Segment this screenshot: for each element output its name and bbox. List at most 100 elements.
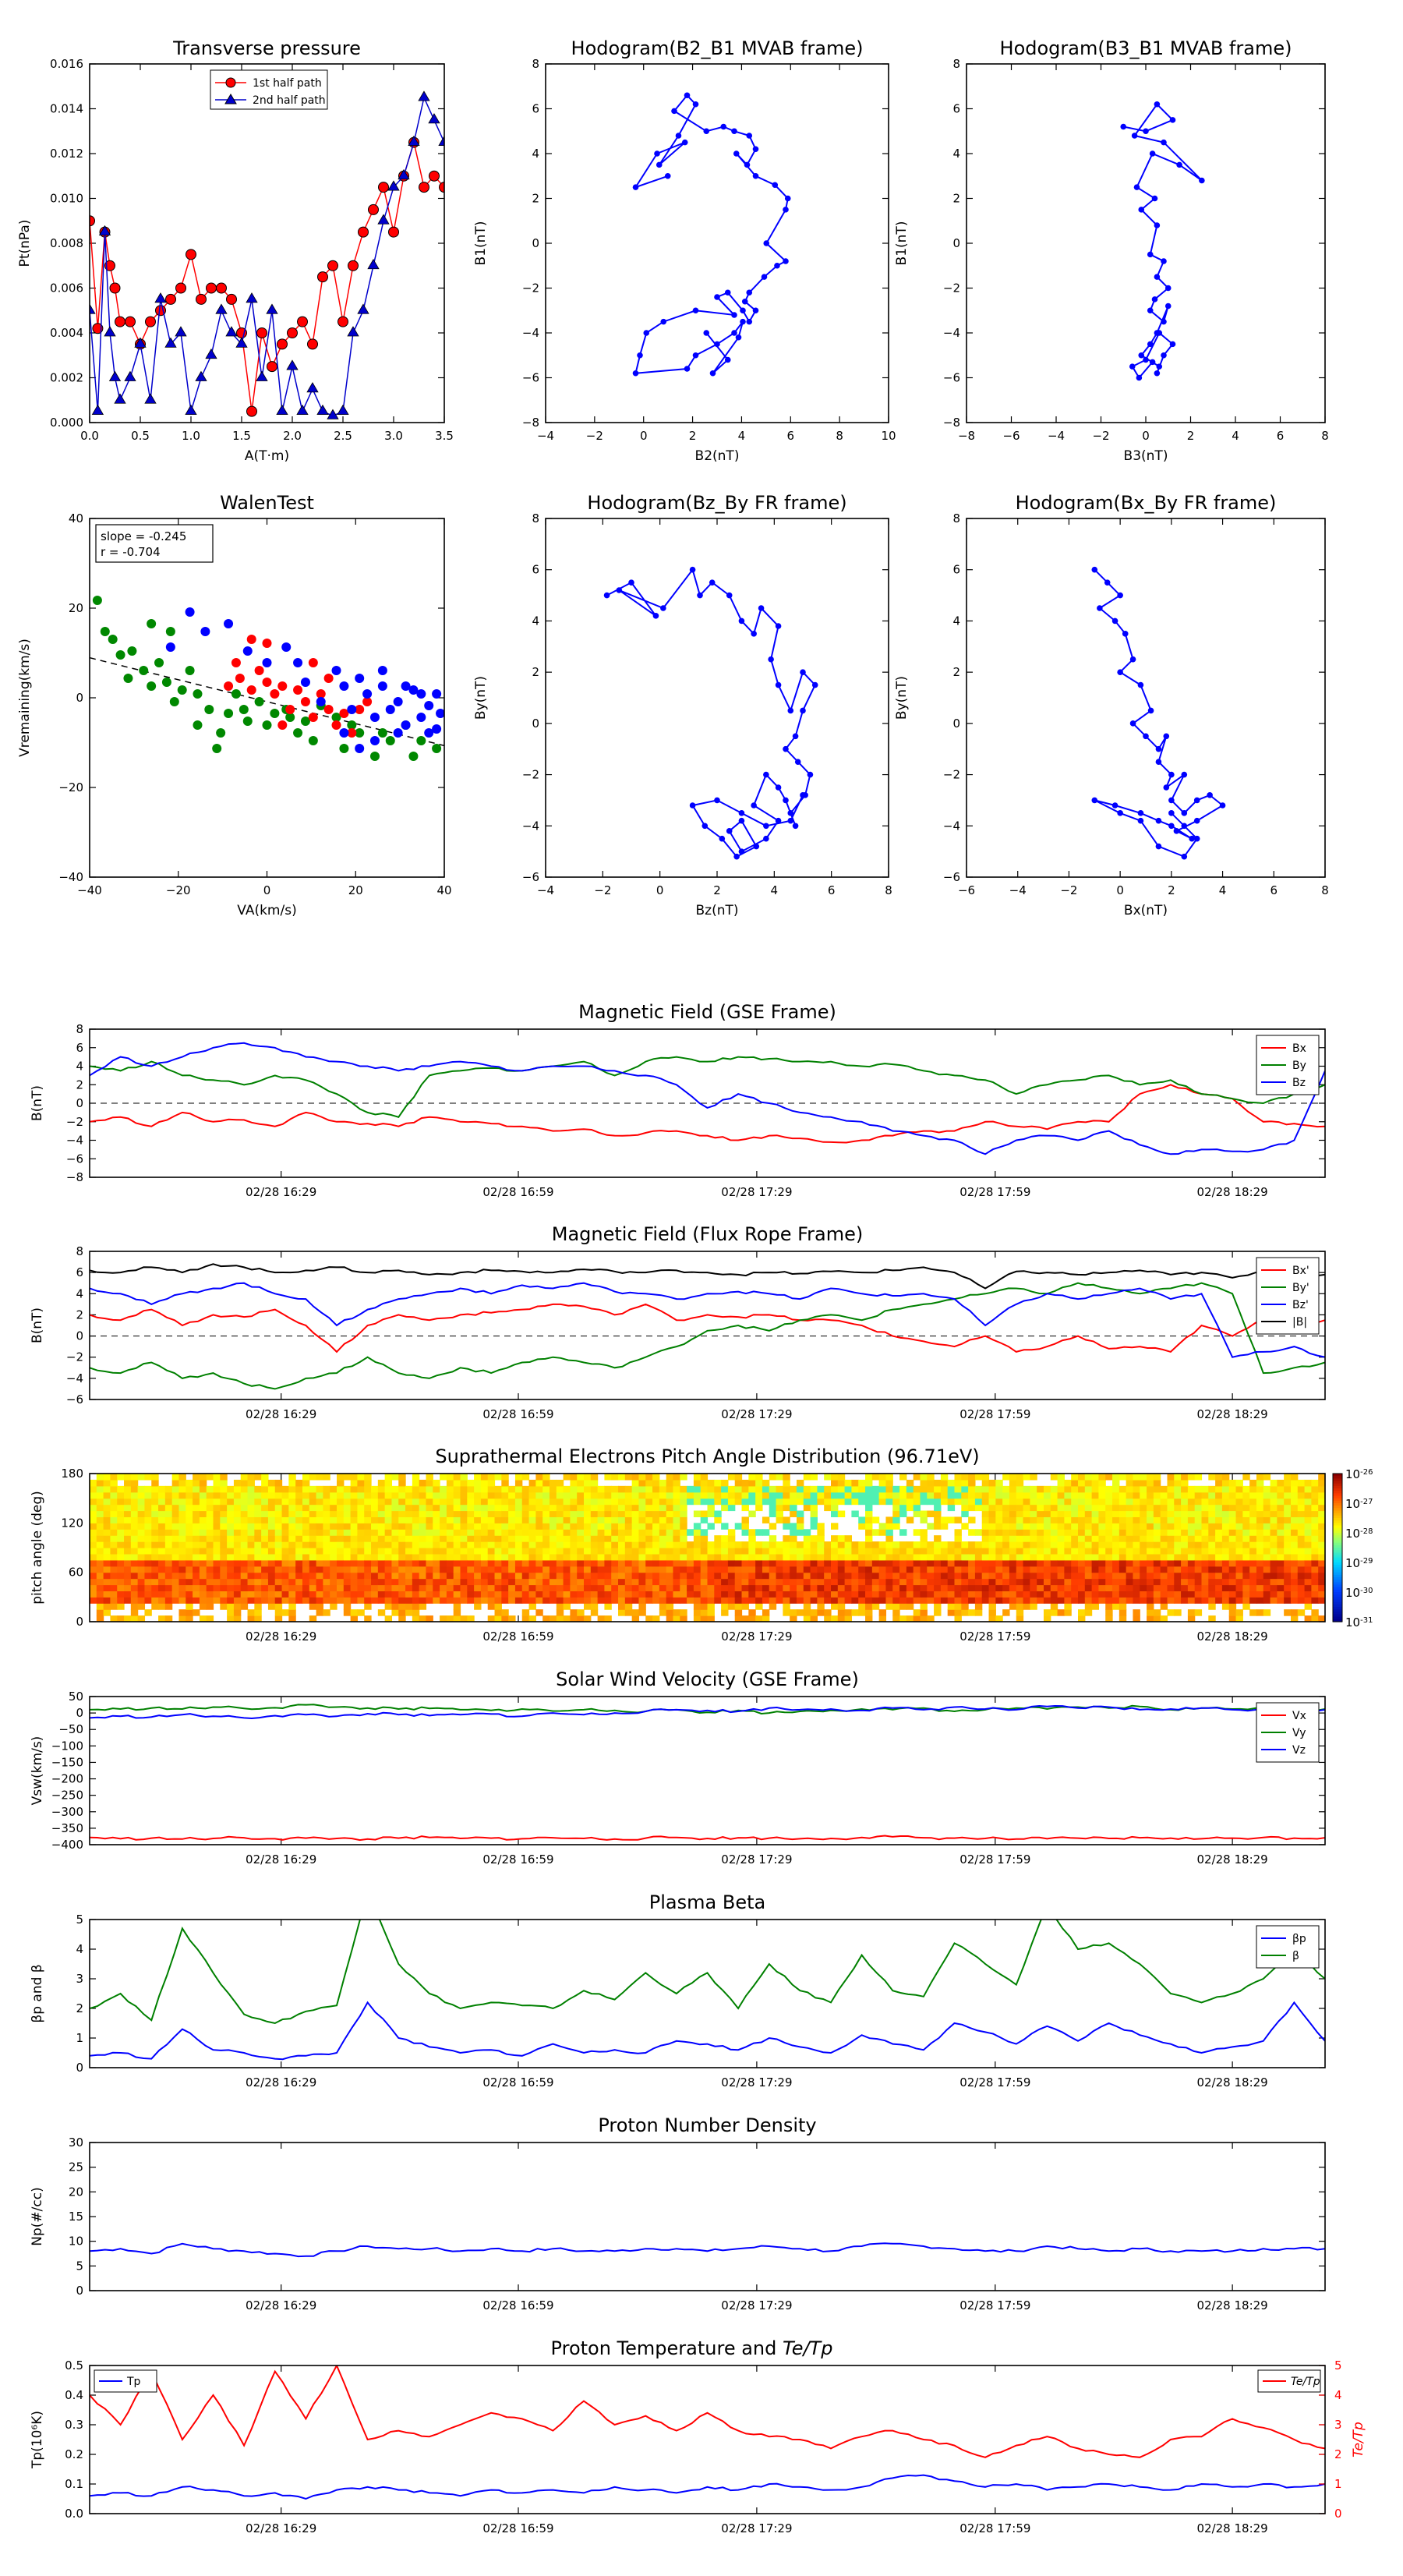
heatmap-cell [1235,1566,1243,1573]
walen-test-plot-area [90,596,444,761]
heatmap-cell [521,1572,530,1580]
heatmap-cell [727,1603,736,1610]
heatmap-cell [213,1516,221,1523]
heatmap-cell [631,1572,640,1580]
colorbar-tick-label: 10-29 [1345,1556,1373,1570]
heatmap-cell [899,1504,907,1512]
heatmap-cell [193,1584,200,1592]
heatmap-cell [261,1548,269,1555]
solar-wind-velocity-y-tick-label: −250 [51,1789,83,1803]
heatmap-cell [618,1491,626,1499]
dot-marker [763,835,769,842]
heatmap-cell [659,1603,667,1610]
plot-frame [545,63,889,423]
heatmap-cell [528,1479,536,1487]
heatmap-cell [652,1485,660,1493]
heatmap-cell [590,1529,599,1536]
heatmap-cell [171,1523,180,1530]
heatmap-cell [974,1603,983,1610]
heatmap-cell [494,1535,502,1542]
heatmap-cell [199,1523,207,1530]
heatmap-cell [707,1559,715,1567]
scatter-point [300,717,310,726]
heatmap-cell [1201,1559,1209,1567]
heatmap-cell [186,1572,193,1580]
heatmap-cell [178,1510,186,1518]
heatmap-cell [1147,1516,1154,1523]
heatmap-cell [1133,1491,1140,1499]
heatmap-cell [1153,1597,1161,1604]
heatmap-cell [164,1584,173,1592]
heatmap-cell [1126,1559,1134,1567]
heatmap-cell [961,1584,969,1592]
heatmap-cell [762,1597,770,1604]
heatmap-cell [178,1584,186,1592]
heatmap-cell [302,1510,310,1518]
heatmap-cell [199,1597,207,1604]
heatmap-cell [535,1548,543,1555]
heatmap-cell [371,1510,379,1518]
heatmap-cell [474,1491,482,1499]
heatmap-cell [206,1523,214,1530]
heatmap-cell [837,1615,846,1622]
heatmap-cell [1263,1609,1271,1616]
heatmap-cell [220,1572,228,1580]
heatmap-cell [391,1541,399,1548]
heatmap-cell [171,1510,180,1518]
heatmap-cell [1201,1548,1209,1555]
heatmap-cell [487,1566,496,1573]
heatmap-cell [1126,1584,1134,1592]
heatmap-cell [1002,1529,1010,1536]
triangle-marker [347,326,359,337]
hodogram-b2-b1-y-tick-label: 4 [532,147,539,161]
heatmap-cell [521,1615,530,1622]
transverse-pressure-x-tick-label: 2.5 [334,429,352,443]
heatmap-cell [1304,1578,1312,1586]
heatmap-cell [631,1591,640,1598]
heatmap-cell [323,1566,330,1573]
heatmap-cell [261,1541,269,1548]
heatmap-cell [1318,1523,1325,1530]
heatmap-cell [1304,1479,1312,1487]
heatmap-cell [1119,1603,1127,1610]
heatmap-cell [309,1529,317,1536]
heatmap-cell [1277,1559,1285,1567]
heatmap-cell [240,1597,249,1604]
heatmap-cell [1297,1597,1306,1604]
heatmap-cell [233,1516,242,1523]
heatmap-cell [906,1584,914,1592]
dot-marker [660,318,667,325]
heatmap-cell [1160,1535,1168,1542]
heatmap-cell [433,1516,440,1523]
heatmap-cell [364,1491,372,1499]
magnetic-field-gse-time-tick-label: 02/28 16:29 [246,1185,316,1199]
heatmap-cell [1064,1479,1072,1487]
heatmap-cell [1078,1609,1086,1616]
heatmap-cell [796,1548,804,1555]
heatmap-cell [1009,1572,1017,1580]
heatmap-cell [1016,1609,1024,1616]
heatmap-cell [274,1479,283,1487]
heatmap-cell [281,1548,289,1555]
heatmap-cell [158,1491,166,1499]
heatmap-cell [885,1597,893,1604]
heatmap-cell [302,1491,310,1499]
heatmap-cell [638,1553,646,1561]
heatmap-cell [487,1559,496,1567]
heatmap-cell [776,1498,783,1506]
heatmap-cell [865,1609,873,1616]
heatmap-cell [247,1479,255,1487]
heatmap-cell [680,1529,687,1536]
heatmap-cell [1119,1559,1127,1567]
legend-label: Vz [1292,1744,1306,1757]
heatmap-cell [734,1584,743,1592]
heatmap-cell [1147,1535,1154,1542]
heatmap-cell [419,1498,427,1506]
hodogram-bz-by-y-tick-label: −2 [522,768,539,782]
heatmap-cell [1201,1498,1209,1506]
heatmap-cell [302,1479,310,1487]
heatmap-cell [988,1603,996,1610]
heatmap-cell [652,1491,660,1499]
solar-wind-velocity-y-tick-label: 0 [76,1706,83,1720]
heatmap-cell [1147,1479,1154,1487]
